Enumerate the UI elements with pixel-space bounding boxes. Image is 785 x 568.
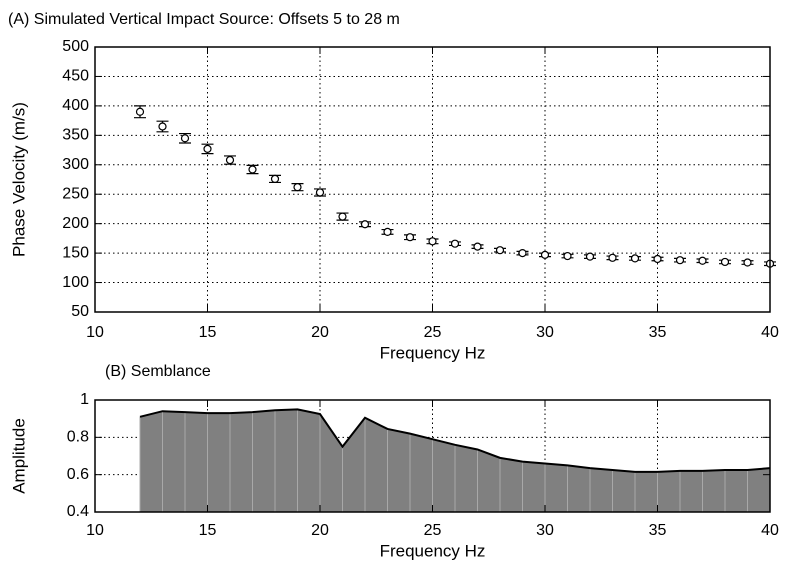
y-tick-label: 250 [62, 185, 89, 202]
y-tick-label: 0.4 [67, 503, 89, 520]
data-point [540, 250, 550, 259]
data-point [338, 212, 347, 221]
data-point [495, 246, 505, 255]
area-outline [139, 408, 771, 473]
data-point [450, 239, 460, 248]
data-point [180, 134, 190, 143]
x-tick-label: 25 [424, 324, 442, 341]
y-axis-label: Phase Velocity (m/s) [9, 102, 28, 257]
y-tick-label: 1 [80, 391, 89, 408]
data-point [675, 256, 685, 265]
x-tick-label: 30 [536, 522, 554, 539]
x-tick-label: 10 [86, 324, 104, 341]
data-point [743, 258, 752, 267]
y-tick-label: 450 [62, 68, 89, 85]
x-tick-label: 15 [199, 522, 217, 539]
x-axis-label: Frequency Hz [380, 541, 486, 560]
data-point [653, 254, 662, 264]
x-tick-label: 40 [761, 324, 779, 341]
data-point [585, 252, 595, 261]
x-axis-label: Frequency Hz [380, 343, 486, 362]
data-point [518, 249, 527, 258]
x-tick-label: 35 [649, 522, 667, 539]
x-tick-label: 40 [761, 522, 779, 539]
y-tick-label: 300 [62, 156, 89, 173]
y-tick-label: 100 [62, 274, 89, 291]
data-point [293, 183, 302, 192]
data-point [203, 144, 212, 153]
x-tick-label: 25 [424, 522, 442, 539]
x-tick-label: 15 [199, 324, 217, 341]
data-point [270, 174, 280, 184]
data-point [225, 155, 235, 165]
data-point [405, 233, 415, 242]
x-tick-label: 20 [311, 522, 329, 539]
y-axis-label: Amplitude [9, 418, 28, 494]
data-point [630, 254, 640, 263]
panel-title: (B) Semblance [105, 363, 211, 380]
data-point [383, 227, 392, 237]
x-tick-label: 30 [536, 324, 554, 341]
data-point [473, 242, 482, 251]
x-tick-label: 20 [311, 324, 329, 341]
data-point [360, 220, 370, 229]
y-tick-label: 500 [62, 38, 89, 55]
data-point [428, 237, 437, 246]
y-tick-label: 350 [62, 127, 89, 144]
y-tick-label: 400 [62, 97, 89, 114]
data-point [135, 107, 145, 116]
y-tick-label: 0.8 [67, 429, 89, 446]
y-tick-label: 150 [62, 244, 89, 261]
panel-title: (A) Simulated Vertical Impact Source: Of… [8, 11, 400, 28]
x-tick-label: 35 [649, 324, 667, 341]
data-point [608, 253, 617, 262]
data-point [248, 165, 257, 174]
y-tick-label: 50 [71, 303, 89, 320]
data-point [698, 256, 707, 265]
y-tick-label: 0.6 [67, 466, 89, 483]
data-point [720, 257, 730, 267]
data-point [315, 188, 325, 197]
data-point [563, 251, 572, 261]
x-tick-label: 10 [86, 522, 104, 539]
data-point [158, 122, 167, 131]
y-tick-label: 200 [62, 215, 89, 232]
